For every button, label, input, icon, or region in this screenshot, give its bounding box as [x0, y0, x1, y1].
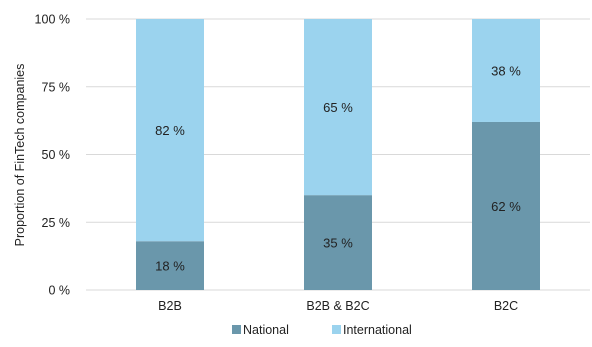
- legend-label: National: [243, 323, 289, 337]
- legend-swatch: [332, 325, 341, 334]
- x-tick-label: B2B: [158, 299, 182, 313]
- legend: National International: [232, 323, 412, 337]
- y-tick-label: 0 %: [48, 284, 70, 298]
- y-tick-label: 75 %: [42, 80, 71, 94]
- bar-international-2: [304, 19, 372, 196]
- x-axis: B2B B2B & B2C B2C: [158, 299, 518, 313]
- x-tick-label: B2B & B2C: [306, 299, 369, 313]
- bars: [136, 19, 540, 290]
- bar-international-3: [472, 19, 540, 122]
- y-axis: 0 % 25 % 50 % 75 % 100 %: [35, 13, 70, 298]
- y-tick-label: 50 %: [42, 148, 71, 162]
- y-axis-title: Proportion of FinTech companies: [13, 64, 27, 247]
- data-label: 62 %: [491, 199, 521, 214]
- data-label: 35 %: [323, 236, 353, 251]
- data-labels: 18 % 82 % 35 % 65 % 62 % 38 %: [155, 63, 521, 273]
- bar-international-1: [136, 19, 204, 242]
- bar-national-2: [304, 195, 372, 290]
- data-label: 18 %: [155, 259, 185, 274]
- data-label: 82 %: [155, 123, 185, 138]
- y-tick-label: 100 %: [35, 13, 70, 27]
- bar-national-1: [136, 241, 204, 290]
- y-tick-label: 25 %: [42, 216, 71, 230]
- legend-swatch: [232, 325, 241, 334]
- legend-label: International: [343, 323, 412, 337]
- data-label: 65 %: [323, 100, 353, 115]
- data-label: 38 %: [491, 63, 521, 78]
- bar-national-3: [472, 121, 540, 290]
- x-tick-label: B2C: [494, 299, 518, 313]
